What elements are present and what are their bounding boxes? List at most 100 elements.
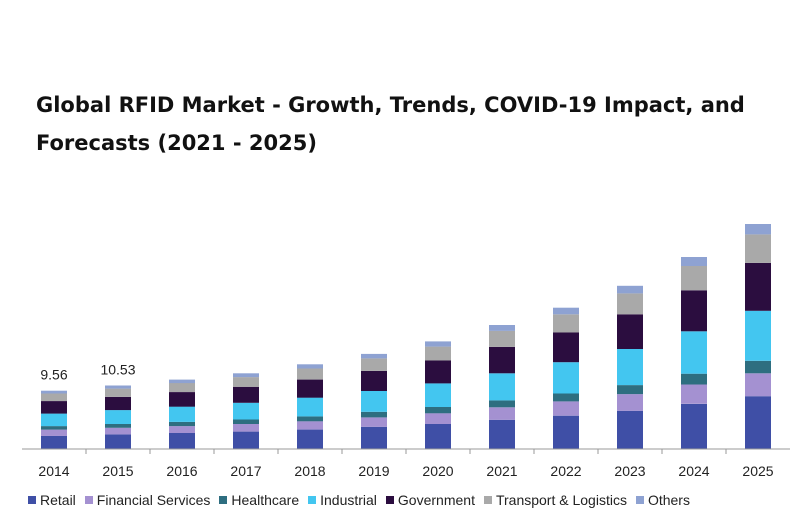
bar-segment-2016-0: [169, 433, 195, 449]
x-tick-label: 2024: [678, 463, 709, 479]
bar-segment-2019-0: [361, 426, 387, 449]
bar-segment-2014-6: [41, 390, 67, 394]
x-tick-label: 2018: [294, 463, 325, 479]
bar-segment-2014-4: [41, 401, 67, 414]
bar-segment-2017-3: [233, 402, 259, 420]
data-labels: 9.56 10.53: [40, 362, 135, 383]
bar-segment-2021-1: [489, 407, 515, 420]
bar-segment-2019-4: [361, 370, 387, 391]
bar-segment-2022-4: [553, 332, 579, 363]
data-label-2015: 10.53: [100, 362, 135, 378]
bar-segment-2015-4: [105, 396, 131, 411]
bar-segment-2015-5: [105, 388, 131, 397]
bar-segment-2018-2: [297, 416, 323, 422]
bar-segment-2020-3: [425, 383, 451, 407]
bar-segment-2015-0: [105, 434, 131, 449]
bar-segment-2025-4: [745, 262, 771, 311]
bar-segment-2017-2: [233, 419, 259, 424]
x-tick-label: 2020: [422, 463, 453, 479]
bar-segment-2016-6: [169, 379, 195, 384]
x-tick-label: 2021: [486, 463, 517, 479]
bar-segment-2020-5: [425, 346, 451, 361]
legend-label: Retail: [40, 492, 76, 508]
bar-segment-2023-6: [617, 285, 643, 294]
bar-segment-2016-4: [169, 392, 195, 407]
legend-label: Industrial: [320, 492, 377, 508]
bar-segment-2022-6: [553, 307, 579, 315]
bar-segment-2024-2: [681, 373, 707, 385]
bar-segment-2018-4: [297, 379, 323, 398]
bar-segment-2017-4: [233, 386, 259, 403]
bar-segment-2014-1: [41, 429, 67, 436]
bar-segment-2025-3: [745, 310, 771, 361]
bar-segment-2022-2: [553, 393, 579, 402]
bar-segment-2020-0: [425, 424, 451, 449]
bar-segment-2017-5: [233, 377, 259, 387]
x-tick-label: 2019: [358, 463, 389, 479]
legend-item: Healthcare: [219, 492, 299, 508]
legend-item: Industrial: [308, 492, 377, 508]
bar-segment-2015-2: [105, 424, 131, 428]
legend-swatch: [483, 496, 492, 504]
legend-label: Transport & Logistics: [495, 492, 627, 508]
x-tick-label: 2014: [38, 463, 69, 479]
legend-swatch: [84, 496, 93, 504]
bar-segment-2014-0: [41, 435, 67, 449]
legend-label: Financial Services: [96, 492, 211, 508]
bar-segment-2025-6: [745, 224, 771, 235]
bar-segment-2022-1: [553, 401, 579, 416]
bar-segment-2014-5: [41, 393, 67, 401]
bar-segment-2024-5: [681, 266, 707, 291]
legend-label: Others: [647, 492, 690, 508]
bar-segment-2023-0: [617, 410, 643, 449]
bar-segment-2018-3: [297, 397, 323, 417]
legend-swatch: [308, 496, 317, 504]
bar-segment-2016-3: [169, 406, 195, 422]
bar-segment-2014-2: [41, 426, 67, 430]
bar-segment-2022-5: [553, 314, 579, 333]
legend-item: Financial Services: [84, 492, 211, 508]
bar-segment-2025-0: [745, 396, 771, 449]
bars-group: [41, 224, 771, 449]
bar-segment-2015-3: [105, 410, 131, 424]
bar-segment-2017-0: [233, 431, 259, 449]
legend-item: Government: [385, 492, 475, 508]
bar-segment-2015-1: [105, 427, 131, 435]
bar-segment-2024-4: [681, 290, 707, 332]
bar-segment-2023-1: [617, 394, 643, 411]
bar-segment-2020-6: [425, 341, 451, 347]
legend-item: Others: [635, 492, 690, 508]
bar-segment-2024-1: [681, 384, 707, 404]
bar-segment-2018-5: [297, 368, 323, 380]
data-label-2014: 9.56: [40, 367, 67, 383]
x-tick-label: 2022: [550, 463, 581, 479]
bar-segment-2014-3: [41, 413, 67, 427]
legend: Retail Financial Services Healthcare Indust…: [28, 490, 699, 510]
bar-segment-2019-5: [361, 358, 387, 371]
bar-segment-2022-3: [553, 362, 579, 394]
bar-segment-2016-2: [169, 421, 195, 427]
bar-segment-2025-1: [745, 373, 771, 397]
x-tick-label: 2017: [230, 463, 261, 479]
legend-swatch: [28, 496, 36, 504]
bar-segment-2021-5: [489, 330, 515, 347]
legend-label: Government: [397, 492, 475, 508]
bar-segment-2020-1: [425, 413, 451, 424]
bar-segment-2024-6: [681, 257, 707, 266]
bar-segment-2023-2: [617, 385, 643, 395]
bar-segment-2017-6: [233, 373, 259, 378]
x-tick-label: 2015: [102, 463, 133, 479]
bar-segment-2025-2: [745, 360, 771, 374]
bar-segment-2023-5: [617, 293, 643, 315]
x-tick-label: 2023: [614, 463, 645, 479]
bar-segment-2017-1: [233, 424, 259, 432]
bar-segment-2024-3: [681, 331, 707, 374]
bar-segment-2021-4: [489, 346, 515, 374]
x-tick-labels: 2014 2015 2016 2017 2018 2019 2020 2021 2022 2023…: [38, 463, 773, 479]
bar-segment-2019-1: [361, 417, 387, 427]
bar-segment-2018-0: [297, 429, 323, 449]
bar-segment-2016-5: [169, 383, 195, 392]
legend-swatch: [385, 496, 394, 504]
bar-segment-2018-6: [297, 364, 323, 369]
bar-segment-2016-1: [169, 426, 195, 433]
